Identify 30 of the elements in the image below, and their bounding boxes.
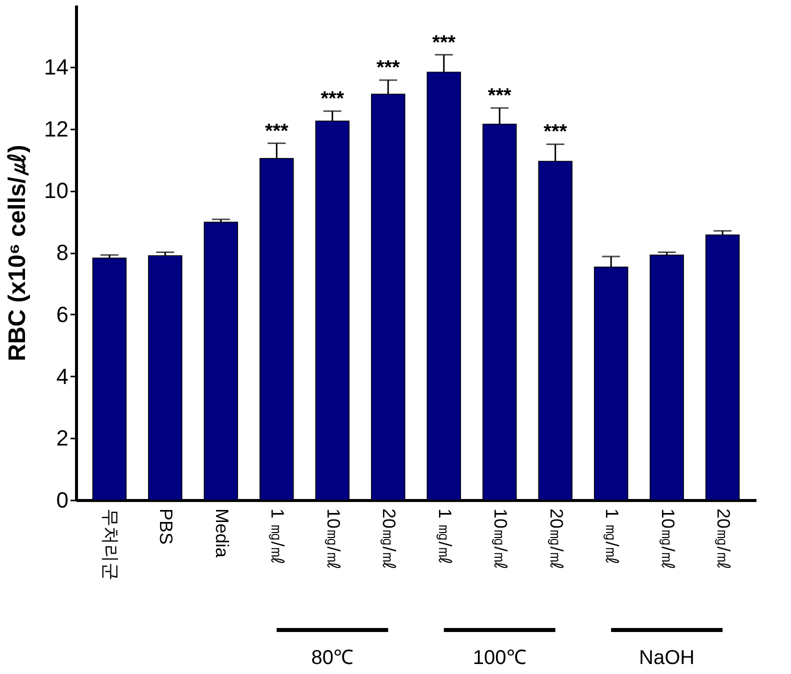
annotation: *** [432,32,456,54]
annotation: *** [544,121,568,144]
y-tick-label: 8 [56,240,68,265]
y-tick-label: 10 [44,178,68,204]
annotation: *** [488,85,512,108]
y-tick-label: 4 [56,364,68,389]
y-tick-label: 6 [56,302,68,327]
x-tick-label: 1 ㎎/㎖ [268,508,288,565]
y-tick-label: 2 [56,426,68,451]
x-tick-label: 20㎎/㎖ [379,508,400,570]
y-tick-label: 12 [44,116,68,142]
x-tick-label: 10㎎/㎖ [323,508,344,570]
annotation: *** [376,57,400,80]
x-tick-label: Media [212,508,232,559]
y-tick-label: 0 [56,488,68,512]
x-tick-label: 무처리군 [100,508,120,580]
x-tick-label: 20㎎/㎖ [714,508,734,570]
x-tick-label: 10㎎/㎖ [658,508,678,570]
y-axis-title: RBC (x10⁶ cells/㎕) [4,144,32,362]
x-tick-label: 1 ㎎/㎖ [602,508,622,565]
y-tick-label: 14 [44,54,68,80]
annotation: *** [320,88,344,110]
text: 100℃ [472,647,526,669]
x-tick-label: PBS [156,508,176,545]
text: NaOH [639,647,695,669]
x-tick-label: 10㎎/㎖ [490,508,511,570]
x-tick-label: 20㎎/㎖ [546,508,566,570]
text: 80℃ [311,647,354,669]
annotation: *** [264,120,289,142]
x-tick-label: 1 ㎎/㎖ [434,508,455,565]
